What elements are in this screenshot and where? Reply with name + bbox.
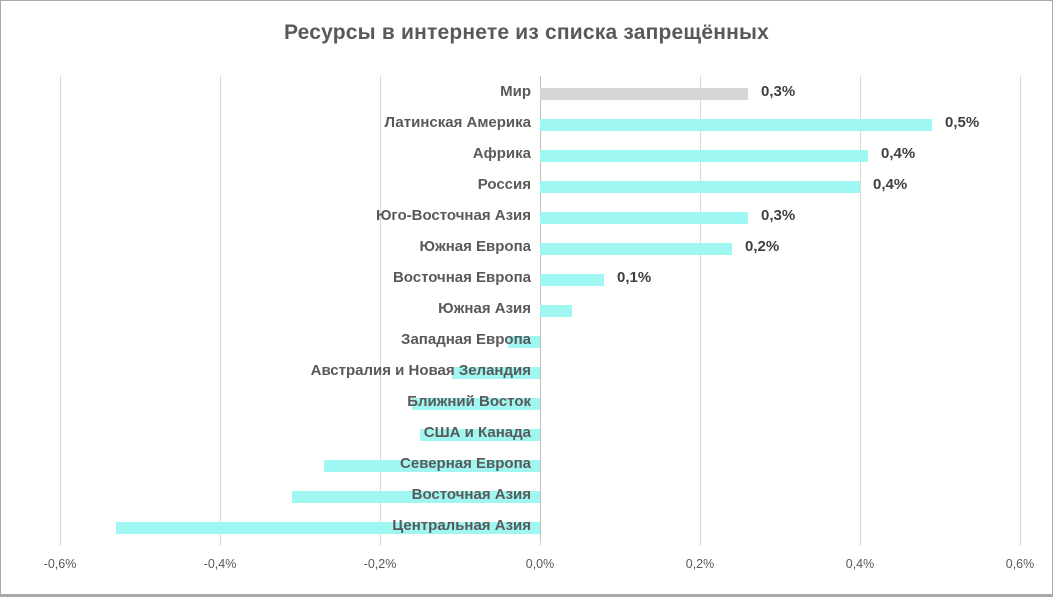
gridline — [380, 76, 381, 541]
bar-8 — [540, 304, 572, 317]
bar-2 — [540, 118, 932, 131]
bar-10 — [452, 366, 540, 379]
gridline — [220, 76, 221, 541]
x-tick-label: -0,6% — [43, 557, 77, 571]
bar-13 — [324, 459, 540, 472]
gridline — [60, 76, 61, 541]
category-label: Россия — [477, 176, 531, 193]
gridline — [700, 76, 701, 541]
x-axis-tick — [60, 541, 61, 546]
category-label: Восточная Европа — [392, 269, 531, 286]
bar-15 — [116, 521, 540, 534]
bar-11 — [412, 397, 540, 410]
x-tick-label: -0,4% — [203, 557, 237, 571]
category-label: Западная Европа — [401, 331, 531, 348]
category-label: Южная Европа — [419, 238, 531, 255]
category-label: Центральная Азия — [392, 517, 531, 534]
bar-14 — [292, 490, 540, 503]
bar-7 — [540, 273, 604, 286]
category-label: Северная Европа — [400, 455, 531, 472]
value-label: 0,4% — [881, 145, 916, 162]
category-label: США и Канада — [423, 424, 531, 441]
bar-6 — [540, 242, 732, 255]
x-axis-tick — [860, 541, 861, 546]
category-label: Юго-Восточная Азия — [375, 207, 531, 224]
x-axis-tick — [700, 541, 701, 546]
chart-title: Ресурсы в интернете из списка запрещённы… — [283, 21, 770, 44]
x-axis-tick — [380, 541, 381, 546]
value-label: 0,5% — [945, 114, 980, 131]
gridline — [1020, 76, 1021, 541]
x-tick-label: 0,4% — [845, 557, 875, 571]
value-label: 0,2% — [745, 238, 780, 255]
x-tick-label: 0,6% — [1005, 557, 1035, 571]
bar-1 — [540, 87, 748, 100]
bar-9 — [508, 335, 540, 348]
category-label: Ближний Восток — [407, 393, 531, 410]
category-label: Латинская Америка — [384, 114, 531, 131]
bar-12 — [420, 428, 540, 441]
category-label: Мир — [500, 83, 531, 100]
category-label: Южная Азия — [438, 300, 531, 317]
x-tick-label: 0,2% — [685, 557, 715, 571]
x-tick-label: 0,0% — [525, 557, 555, 571]
value-label: 0,3% — [761, 83, 796, 100]
bar-4 — [540, 180, 860, 193]
category-label: Африка — [472, 145, 531, 162]
gridline — [860, 76, 861, 541]
category-label: Восточная Азия — [411, 486, 531, 503]
bar-5 — [540, 211, 748, 224]
value-label: 0,1% — [617, 269, 652, 286]
x-axis-tick — [540, 541, 541, 546]
x-tick-label: -0,2% — [363, 557, 397, 571]
x-axis-tick — [220, 541, 221, 546]
x-axis-tick — [1020, 541, 1021, 546]
value-label: 0,4% — [873, 176, 908, 193]
category-label: Австралия и Новая Зеландия — [310, 362, 531, 379]
value-label: 0,3% — [761, 207, 796, 224]
bar-3 — [540, 149, 868, 162]
